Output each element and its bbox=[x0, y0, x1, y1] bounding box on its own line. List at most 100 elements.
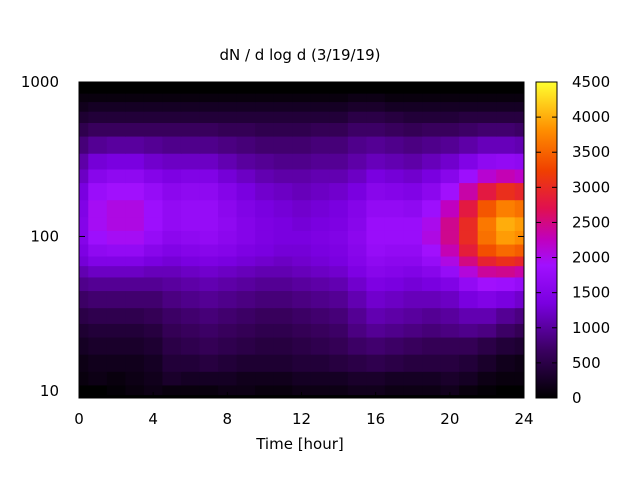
heatmap-cell bbox=[143, 216, 164, 231]
heatmap-cell bbox=[125, 276, 145, 292]
heatmap-cell bbox=[79, 255, 89, 267]
heatmap-cell bbox=[347, 243, 367, 257]
heatmap-cell bbox=[218, 265, 238, 278]
heatmap-cell bbox=[403, 255, 423, 267]
heatmap-cell bbox=[273, 371, 293, 386]
heatmap-cell bbox=[125, 216, 145, 231]
heatmap-cell bbox=[180, 135, 201, 154]
heatmap-cell bbox=[514, 384, 524, 396]
heatmap-cell bbox=[366, 265, 386, 278]
heatmap-cell bbox=[440, 276, 460, 292]
heatmap-cell bbox=[292, 265, 312, 278]
heatmap-cells bbox=[79, 82, 524, 398]
heatmap-cell bbox=[477, 243, 497, 257]
heatmap-cell bbox=[106, 371, 126, 386]
heatmap-cell bbox=[329, 394, 349, 398]
heatmap-cell bbox=[143, 323, 164, 338]
heatmap-cell bbox=[88, 153, 108, 170]
heatmap-cell bbox=[496, 394, 516, 398]
heatmap-cell bbox=[125, 153, 145, 170]
heatmap-cell bbox=[199, 135, 219, 154]
heatmap-cell bbox=[496, 122, 516, 137]
heatmap-cell bbox=[143, 384, 164, 396]
heatmap-cell bbox=[459, 307, 479, 324]
heatmap-cell bbox=[292, 199, 312, 218]
colorbar-tick-label: 1000 bbox=[572, 319, 610, 337]
heatmap-cell bbox=[236, 354, 256, 372]
heatmap-cell bbox=[199, 255, 219, 267]
heatmap-cell bbox=[366, 323, 386, 338]
colorbar-tick-label: 3000 bbox=[572, 178, 610, 196]
heatmap-cell bbox=[88, 384, 108, 396]
heatmap-cell bbox=[199, 290, 219, 309]
heatmap-cell bbox=[496, 153, 516, 170]
heatmap-cell bbox=[199, 111, 219, 123]
heatmap-cell bbox=[255, 384, 275, 396]
heatmap-cell bbox=[180, 199, 201, 218]
heatmap-cell bbox=[162, 290, 182, 309]
heatmap-cell bbox=[459, 276, 479, 292]
heatmap-cell bbox=[236, 230, 256, 245]
heatmap-cell bbox=[422, 230, 442, 245]
x-tick-label: 8 bbox=[223, 410, 233, 428]
heatmap-cell bbox=[236, 82, 256, 94]
heatmap-cell bbox=[310, 255, 330, 267]
heatmap-cell bbox=[162, 135, 182, 154]
heatmap-cell bbox=[125, 243, 145, 257]
heatmap-cell bbox=[273, 153, 293, 170]
heatmap-cell bbox=[347, 255, 367, 267]
heatmap-cell bbox=[199, 153, 219, 170]
heatmap-cell bbox=[329, 153, 349, 170]
heatmap-cell bbox=[180, 394, 201, 398]
heatmap-cell bbox=[384, 276, 405, 292]
heatmap-cell bbox=[347, 216, 367, 231]
heatmap-cell bbox=[162, 243, 182, 257]
heatmap-cell bbox=[310, 111, 330, 123]
heatmap-cell bbox=[180, 276, 201, 292]
heatmap-cell bbox=[180, 216, 201, 231]
heatmap-cell bbox=[477, 199, 497, 218]
heatmap-cell bbox=[310, 153, 330, 170]
heatmap-cell bbox=[125, 354, 145, 372]
heatmap-cell bbox=[477, 168, 497, 184]
heatmap-cell bbox=[236, 394, 256, 398]
heatmap-cell bbox=[292, 323, 312, 338]
heatmap-cell bbox=[384, 265, 405, 278]
heatmap-cell bbox=[143, 290, 164, 309]
heatmap-cell bbox=[329, 323, 349, 338]
heatmap-cell bbox=[477, 336, 497, 355]
heatmap-cell bbox=[255, 122, 275, 137]
heatmap-cell bbox=[199, 371, 219, 386]
heatmap-cell bbox=[496, 384, 516, 396]
heatmap-cell bbox=[106, 255, 126, 267]
heatmap-cell bbox=[236, 384, 256, 396]
heatmap-cell bbox=[143, 135, 164, 154]
heatmap-cell bbox=[79, 135, 89, 154]
heatmap-cell bbox=[79, 199, 89, 218]
heatmap-cell bbox=[88, 255, 108, 267]
heatmap-cell bbox=[106, 394, 126, 398]
heatmap-cell bbox=[496, 307, 516, 324]
heatmap-cell bbox=[403, 111, 423, 123]
heatmap-cell bbox=[384, 82, 405, 94]
heatmap-cell bbox=[403, 265, 423, 278]
heatmap-cell bbox=[422, 101, 442, 112]
heatmap-cell bbox=[459, 394, 479, 398]
heatmap-cell bbox=[329, 290, 349, 309]
heatmap-cell bbox=[459, 243, 479, 257]
heatmap-cell bbox=[88, 135, 108, 154]
heatmap-cell bbox=[162, 307, 182, 324]
y-tick-label: 1000 bbox=[21, 73, 59, 91]
heatmap-cell bbox=[329, 101, 349, 112]
heatmap-cell bbox=[199, 243, 219, 257]
heatmap-cell bbox=[143, 371, 164, 386]
heatmap-cell bbox=[273, 216, 293, 231]
heatmap-cell bbox=[477, 354, 497, 372]
heatmap-cell bbox=[106, 135, 126, 154]
heatmap-cell bbox=[459, 290, 479, 309]
heatmap-cell bbox=[496, 336, 516, 355]
heatmap-cell bbox=[459, 384, 479, 396]
heatmap-cell bbox=[310, 182, 330, 201]
colorbar bbox=[535, 81, 558, 399]
heatmap-cell bbox=[273, 323, 293, 338]
